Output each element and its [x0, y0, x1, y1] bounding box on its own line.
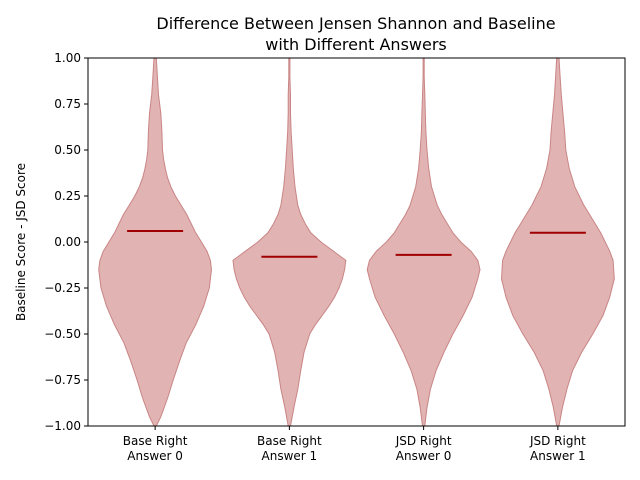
x-tick-label: Answer 1	[262, 449, 318, 463]
violin-layer	[98, 57, 615, 427]
x-tick-label: JSD Right	[395, 434, 452, 448]
x-tick-label: Answer 0	[396, 449, 452, 463]
y-tick-label: 0.50	[54, 143, 81, 157]
y-tick-label: 0.25	[54, 189, 81, 203]
y-tick-label: 0.00	[54, 235, 81, 249]
plot-frame	[87, 57, 626, 427]
y-tick-label: −0.25	[44, 281, 81, 295]
y-tick-label: −0.75	[44, 373, 81, 387]
chart-title-line-2: with Different Answers	[265, 35, 447, 54]
y-tick-label: 0.75	[54, 97, 81, 111]
x-tick-label: Base Right	[257, 434, 322, 448]
x-tick-label: JSD Right	[529, 434, 586, 448]
mean-lines-layer	[127, 230, 586, 258]
x-tick-label: Answer 0	[127, 449, 183, 463]
x-tick-label: Answer 1	[530, 449, 586, 463]
y-axis-label: Baseline Score - JSD Score	[14, 163, 28, 321]
y-tick-label: −1.00	[44, 419, 81, 433]
y-tick-label: 1.00	[54, 51, 81, 65]
y-axis: −1.00 −0.75 −0.50 −0.25 0.00 0.25 0.50 0.75 1.00	[44, 51, 88, 433]
y-tick-label: −0.50	[44, 327, 81, 341]
chart-title-line-1: Difference Between Jensen Shannon and Ba…	[156, 14, 555, 33]
x-tick-label: Base Right	[123, 434, 188, 448]
